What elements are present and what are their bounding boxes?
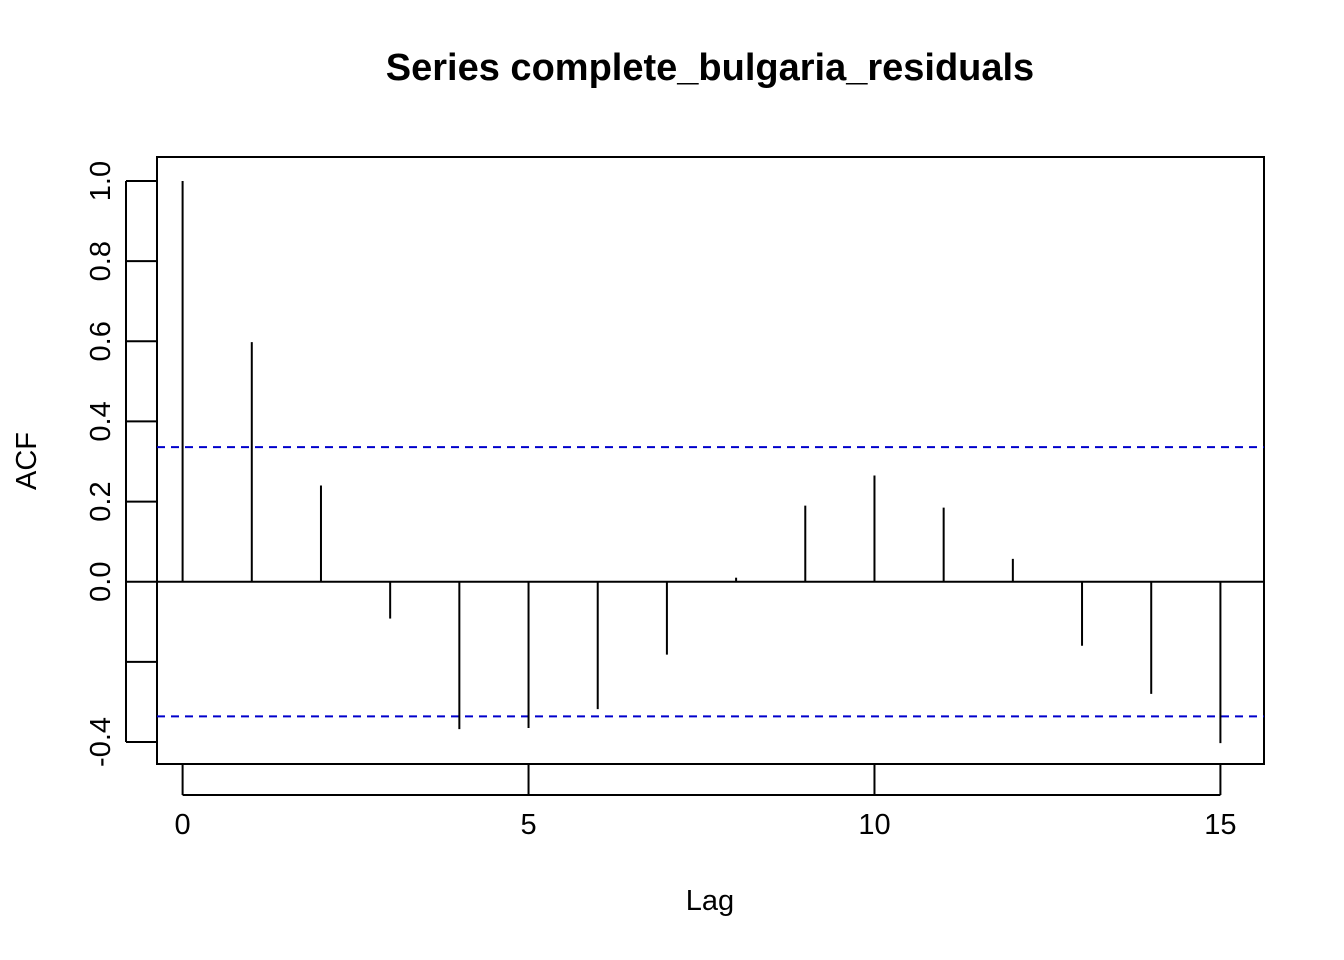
x-tick-label-5: 5 (520, 809, 536, 841)
y-tick-label-0.8: 0.8 (85, 241, 117, 281)
y-tick-label-0.0: 0.0 (85, 562, 117, 602)
x-tick-label-0: 0 (175, 809, 191, 841)
y-tick-label-0.6: 0.6 (85, 321, 117, 361)
x-tick-label-10: 10 (858, 809, 890, 841)
x-tick-label-15: 15 (1204, 809, 1236, 841)
y-tick-label-1.0: 1.0 (85, 161, 117, 201)
y-tick-label-0.4: 0.4 (85, 401, 117, 441)
chart-title: Series complete_bulgaria_residuals (386, 47, 1034, 89)
y-tick-label--0.4: -0.4 (85, 717, 117, 767)
y-axis-label: ACF (11, 432, 43, 490)
plot-frame (156, 156, 1265, 765)
x-axis-label: Lag (686, 885, 734, 917)
axis-layer: 0 5 10 15 -0.4 0.0 0.2 0.4 0.6 0.8 1.0 (85, 161, 1237, 841)
y-tick-label-0.2: 0.2 (85, 481, 117, 521)
plot-layer (157, 181, 1264, 744)
